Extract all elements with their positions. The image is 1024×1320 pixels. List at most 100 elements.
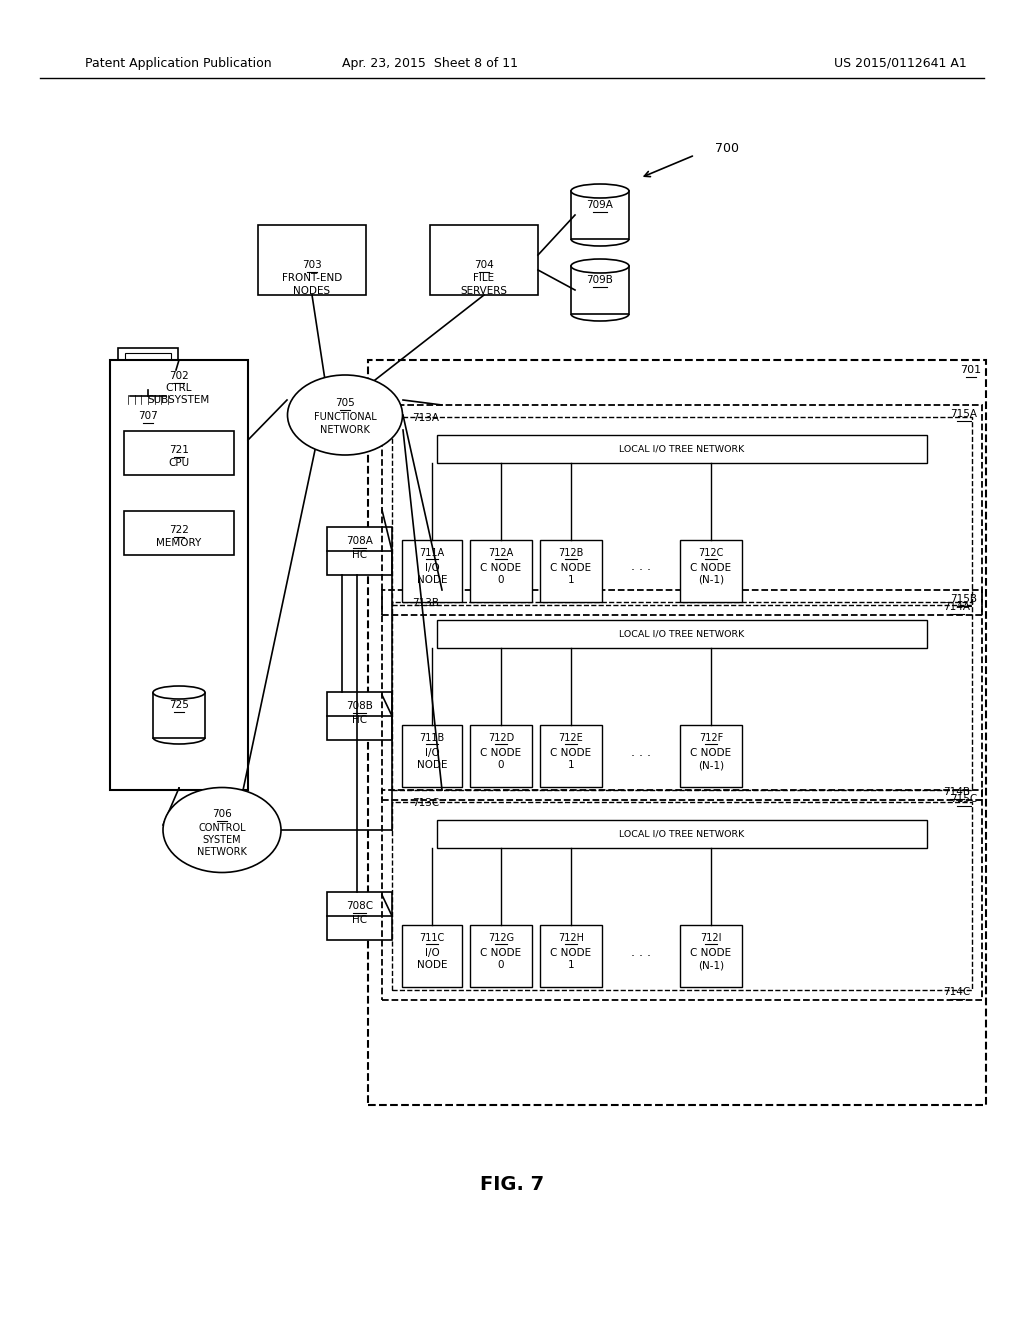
Text: FIG. 7: FIG. 7	[480, 1176, 544, 1195]
Ellipse shape	[571, 183, 629, 198]
Bar	[382, 405, 982, 615]
Text: CONTROL: CONTROL	[199, 822, 246, 833]
Bar	[382, 789, 982, 1001]
Text: NETWORK: NETWORK	[321, 425, 370, 436]
Text: 704: 704	[474, 260, 494, 271]
Ellipse shape	[153, 686, 205, 700]
Text: MEMORY: MEMORY	[157, 539, 202, 548]
Text: 702: 702	[169, 371, 188, 381]
Text: 0: 0	[498, 960, 504, 970]
Text: 712H: 712H	[558, 933, 584, 942]
Text: I/O: I/O	[425, 948, 439, 958]
Bar	[540, 540, 602, 602]
Bar	[258, 224, 366, 294]
Text: LOCAL I/O TREE NETWORK: LOCAL I/O TREE NETWORK	[620, 445, 744, 454]
Text: NODE: NODE	[417, 576, 447, 585]
Bar	[382, 590, 982, 800]
Text: CTRL: CTRL	[166, 383, 193, 393]
Bar	[470, 925, 532, 987]
Text: (N-1): (N-1)	[698, 576, 724, 585]
Text: 707: 707	[138, 411, 158, 421]
Text: · · ·: · · ·	[631, 565, 651, 578]
Text: · · ·: · · ·	[631, 750, 651, 763]
Bar	[153, 693, 205, 738]
Bar	[327, 527, 392, 576]
Text: NODE: NODE	[417, 760, 447, 770]
Text: 714C: 714C	[943, 987, 971, 997]
Text: FILE: FILE	[473, 273, 495, 282]
Ellipse shape	[288, 375, 402, 455]
Text: C NODE: C NODE	[690, 564, 731, 573]
Text: 0: 0	[498, 576, 504, 585]
Text: 711C: 711C	[420, 933, 444, 942]
Text: 712G: 712G	[488, 933, 514, 942]
Text: 712I: 712I	[700, 933, 722, 942]
Text: LOCAL I/O TREE NETWORK: LOCAL I/O TREE NETWORK	[620, 829, 744, 838]
Text: 715B: 715B	[950, 594, 978, 605]
Text: FUNCTIONAL: FUNCTIONAL	[313, 412, 377, 422]
Text: 721: 721	[169, 445, 189, 455]
Bar	[571, 267, 629, 314]
Text: C NODE: C NODE	[480, 748, 521, 758]
Text: I/O: I/O	[425, 748, 439, 758]
Text: C NODE: C NODE	[551, 564, 592, 573]
Bar	[121, 395, 175, 404]
Bar	[368, 360, 986, 1105]
Bar	[470, 540, 532, 602]
Text: 712B: 712B	[558, 548, 584, 558]
Bar	[392, 602, 972, 789]
Text: 725: 725	[169, 700, 189, 710]
Ellipse shape	[163, 788, 281, 873]
Bar	[680, 540, 742, 602]
Text: FRONT-END: FRONT-END	[282, 273, 342, 282]
Text: SYSTEM: SYSTEM	[203, 836, 242, 845]
Text: · · ·: · · ·	[631, 949, 651, 962]
Bar	[124, 511, 234, 554]
Text: CPU: CPU	[168, 458, 189, 469]
Text: 715C: 715C	[950, 795, 978, 804]
Text: C NODE: C NODE	[551, 948, 592, 958]
Text: SUBSYSTEM: SUBSYSTEM	[147, 395, 210, 405]
Bar	[430, 224, 538, 294]
Text: US 2015/0112641 A1: US 2015/0112641 A1	[834, 57, 967, 70]
Text: 709A: 709A	[587, 201, 613, 210]
Text: 712D: 712D	[487, 733, 514, 743]
Text: HC: HC	[352, 715, 367, 725]
Text: 700: 700	[715, 141, 739, 154]
Bar	[540, 925, 602, 987]
Text: 708B: 708B	[346, 701, 373, 711]
Bar	[437, 436, 927, 463]
Bar	[118, 348, 178, 389]
Text: 713C: 713C	[412, 799, 439, 808]
Text: C NODE: C NODE	[690, 748, 731, 758]
Bar	[392, 803, 972, 990]
Text: 708A: 708A	[346, 536, 373, 546]
Text: HC: HC	[352, 550, 367, 560]
Text: 709B: 709B	[587, 275, 613, 285]
Bar	[470, 725, 532, 787]
Bar	[392, 417, 972, 605]
Bar	[540, 725, 602, 787]
Text: SERVERS: SERVERS	[461, 286, 508, 296]
Text: 713A: 713A	[412, 413, 439, 422]
Bar	[680, 925, 742, 987]
Bar	[402, 925, 462, 987]
Text: I/O: I/O	[425, 564, 439, 573]
Bar	[437, 820, 927, 847]
Text: 722: 722	[169, 525, 189, 535]
Text: NODES: NODES	[294, 286, 331, 296]
Text: 712A: 712A	[488, 548, 514, 558]
Bar	[680, 725, 742, 787]
Text: 712E: 712E	[559, 733, 584, 743]
Text: 701: 701	[961, 366, 982, 375]
Text: 712C: 712C	[698, 548, 724, 558]
Text: 708C: 708C	[346, 902, 373, 911]
Text: 1: 1	[567, 960, 574, 970]
Text: 705: 705	[335, 399, 355, 408]
Text: C NODE: C NODE	[551, 748, 592, 758]
Text: C NODE: C NODE	[480, 948, 521, 958]
Bar	[327, 692, 392, 741]
Bar	[110, 360, 248, 789]
Bar	[327, 892, 392, 940]
Text: NETWORK: NETWORK	[197, 847, 247, 857]
